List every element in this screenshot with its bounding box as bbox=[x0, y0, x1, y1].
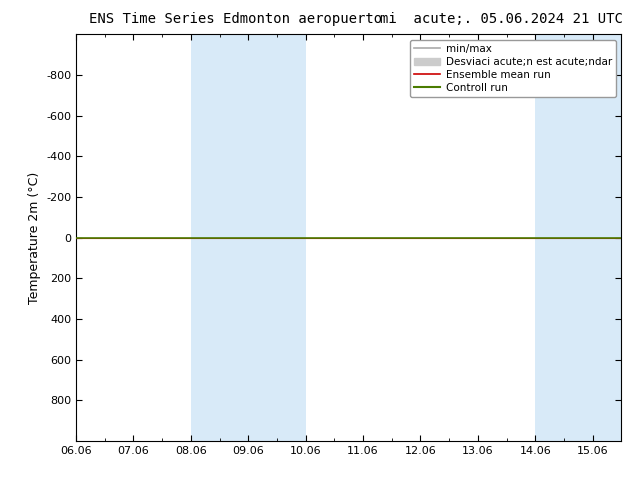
Text: ENS Time Series Edmonton aeropuerto: ENS Time Series Edmonton aeropuerto bbox=[89, 12, 382, 26]
Bar bbox=[191, 34, 306, 441]
Text: mi  acute;. 05.06.2024 21 UTC: mi acute;. 05.06.2024 21 UTC bbox=[380, 12, 623, 26]
Legend: min/max, Desviaci acute;n est acute;ndar, Ensemble mean run, Controll run: min/max, Desviaci acute;n est acute;ndar… bbox=[410, 40, 616, 97]
Y-axis label: Temperature 2m (°C): Temperature 2m (°C) bbox=[27, 172, 41, 304]
Bar bbox=[535, 34, 621, 441]
